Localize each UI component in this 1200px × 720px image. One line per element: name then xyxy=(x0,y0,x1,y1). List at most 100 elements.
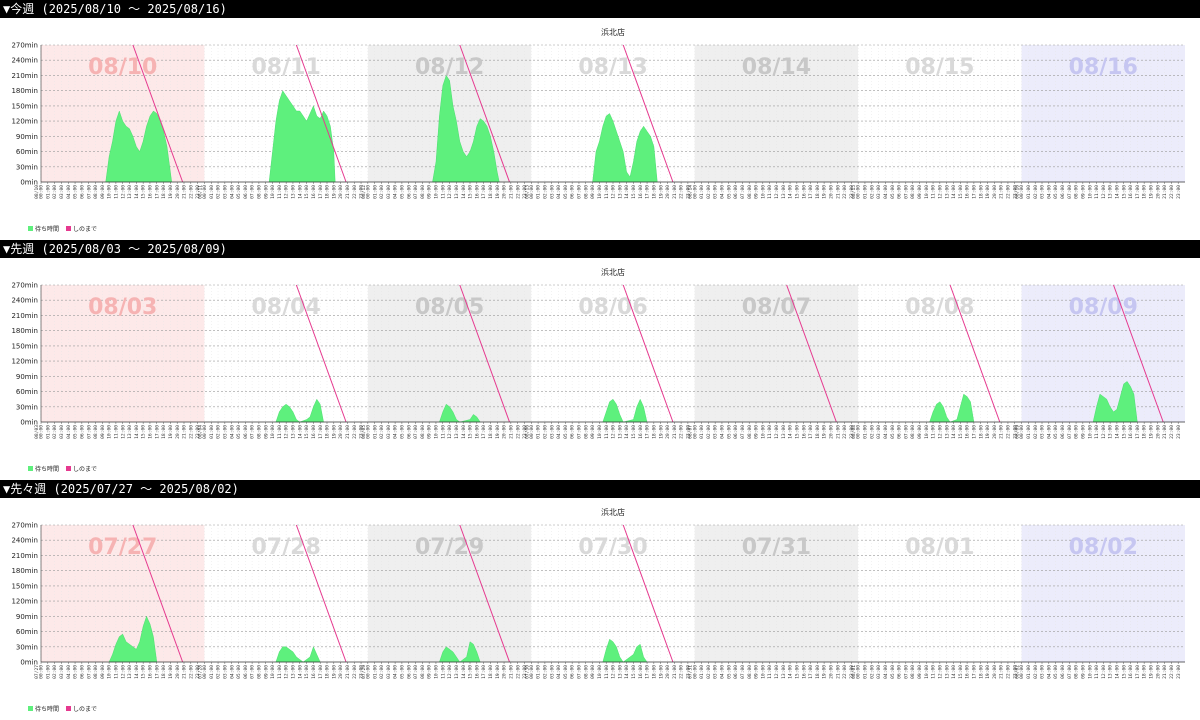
x-tick-label: 03:00 xyxy=(713,665,719,679)
x-tick-label: 01:00 xyxy=(863,185,869,199)
waiting-time-area xyxy=(108,615,158,663)
x-tick-label: 01:00 xyxy=(536,185,542,199)
x-tick-label: 07:00 xyxy=(86,185,92,199)
x-tick-label: 16:00 xyxy=(474,185,480,199)
x-tick-label: 00:00 xyxy=(529,185,535,199)
x-tick-label: 21:00 xyxy=(1162,185,1168,199)
x-tick-label: 18:00 xyxy=(488,185,494,199)
x-tick-label: 12:00 xyxy=(774,425,780,439)
until-line xyxy=(459,284,510,423)
x-tick-label: 17:00 xyxy=(481,665,487,679)
x-tick-label: 03:00 xyxy=(222,665,228,679)
x-tick-label: 16:00 xyxy=(638,425,644,439)
x-tick-label: 18:00 xyxy=(488,425,494,439)
y-tick-label: 30min xyxy=(16,403,38,411)
x-tick-label: 08:00 xyxy=(1074,185,1080,199)
x-tick-label: 22:00 xyxy=(188,185,194,199)
x-tick-label: 16:00 xyxy=(474,665,480,679)
x-tick-label: 03:00 xyxy=(59,185,65,199)
waiting-time-area xyxy=(592,113,658,183)
x-tick-label: 22:00 xyxy=(1169,425,1175,439)
x-tick-label: 11:00 xyxy=(277,185,283,199)
x-tick-label: 11:00 xyxy=(604,665,610,679)
x-tick-label: 06:00 xyxy=(733,665,739,679)
x-tick-label: 23:00 xyxy=(1176,665,1182,679)
x-tick-label: 06:00 xyxy=(406,665,412,679)
x-date-label: 08/03 xyxy=(34,425,40,439)
x-tick-label: 01:00 xyxy=(863,425,869,439)
y-tick-label: 120min xyxy=(11,358,38,366)
x-tick-label: 03:00 xyxy=(1040,665,1046,679)
legend-swatch-waiting xyxy=(28,466,33,471)
x-tick-label: 13:00 xyxy=(617,185,623,199)
x-tick-label: 05:00 xyxy=(726,665,732,679)
x-tick-label: 21:00 xyxy=(835,425,841,439)
x-tick-label: 02:00 xyxy=(1033,665,1039,679)
x-tick-label: 14:00 xyxy=(951,665,957,679)
x-tick-label: 08:00 xyxy=(93,185,99,199)
x-tick-label: 14:00 xyxy=(1115,185,1121,199)
x-tick-label: 13:00 xyxy=(454,425,460,439)
x-tick-label: 02:00 xyxy=(869,665,875,679)
waiting-time-area xyxy=(439,403,481,423)
x-tick-label: 11:00 xyxy=(931,665,937,679)
x-tick-label: 18:00 xyxy=(488,665,494,679)
until-line xyxy=(949,284,1001,423)
x-tick-label: 00:00 xyxy=(39,665,45,679)
x-tick-label: 15:00 xyxy=(794,185,800,199)
x-tick-label: 16:00 xyxy=(1128,425,1134,439)
x-tick-label: 09:00 xyxy=(263,425,269,439)
x-tick-label: 05:00 xyxy=(1053,185,1059,199)
x-tick-label: 11:00 xyxy=(277,425,283,439)
x-tick-label: 17:00 xyxy=(154,425,160,439)
x-tick-label: 14:00 xyxy=(1115,665,1121,679)
x-tick-label: 13:00 xyxy=(617,665,623,679)
x-tick-label: 08:00 xyxy=(910,425,916,439)
x-tick-label: 18:00 xyxy=(651,425,657,439)
day-label: 08/14 xyxy=(742,55,811,80)
x-tick-label: 00:00 xyxy=(692,185,698,199)
x-tick-label: 14:00 xyxy=(461,425,467,439)
x-tick-label: 22:00 xyxy=(515,425,521,439)
x-tick-label: 02:00 xyxy=(543,665,549,679)
x-tick-label: 22:00 xyxy=(352,665,358,679)
x-tick-label: 05:00 xyxy=(1053,425,1059,439)
x-tick-label: 13:00 xyxy=(1108,185,1114,199)
legend-label-until: しのまで xyxy=(73,706,97,713)
x-tick-label: 10:00 xyxy=(760,185,766,199)
x-tick-label: 09:00 xyxy=(263,665,269,679)
x-tick-label: 16:00 xyxy=(965,185,971,199)
y-tick-label: 270min xyxy=(11,282,38,290)
x-tick-label: 15:00 xyxy=(794,425,800,439)
x-tick-label: 19:00 xyxy=(331,665,337,679)
x-tick-label: 16:00 xyxy=(638,185,644,199)
x-tick-label: 10:00 xyxy=(434,425,440,439)
week-header-label: 先週 xyxy=(10,242,35,256)
x-tick-label: 17:00 xyxy=(481,185,487,199)
x-tick-label: 14:00 xyxy=(297,665,303,679)
y-tick-label: 240min xyxy=(11,297,38,305)
day-label: 08/12 xyxy=(415,55,484,80)
until-line xyxy=(622,524,674,663)
x-tick-label: 14:00 xyxy=(951,185,957,199)
x-tick-label: 23:00 xyxy=(195,425,201,439)
x-tick-label: 13:00 xyxy=(1108,425,1114,439)
x-tick-label: 02:00 xyxy=(379,185,385,199)
x-tick-label: 11:00 xyxy=(1094,425,1100,439)
x-tick-label: 19:00 xyxy=(168,185,174,199)
chart-title: 浜北店 xyxy=(601,267,625,277)
x-tick-label: 03:00 xyxy=(876,425,882,439)
x-tick-label: 03:00 xyxy=(876,185,882,199)
day-label: 08/05 xyxy=(415,295,484,320)
until-line xyxy=(132,524,184,663)
x-tick-label: 22:00 xyxy=(188,425,194,439)
x-tick-label: 02:00 xyxy=(216,665,222,679)
x-tick-label: 01:00 xyxy=(1026,665,1032,679)
x-tick-label: 12:00 xyxy=(1101,425,1107,439)
x-tick-label: 19:00 xyxy=(1149,185,1155,199)
x-tick-label: 12:00 xyxy=(120,425,126,439)
x-tick-label: 18:00 xyxy=(651,665,657,679)
x-tick-label: 18:00 xyxy=(1142,665,1148,679)
x-tick-label: 19:00 xyxy=(658,665,664,679)
x-tick-label: 22:00 xyxy=(679,185,685,199)
